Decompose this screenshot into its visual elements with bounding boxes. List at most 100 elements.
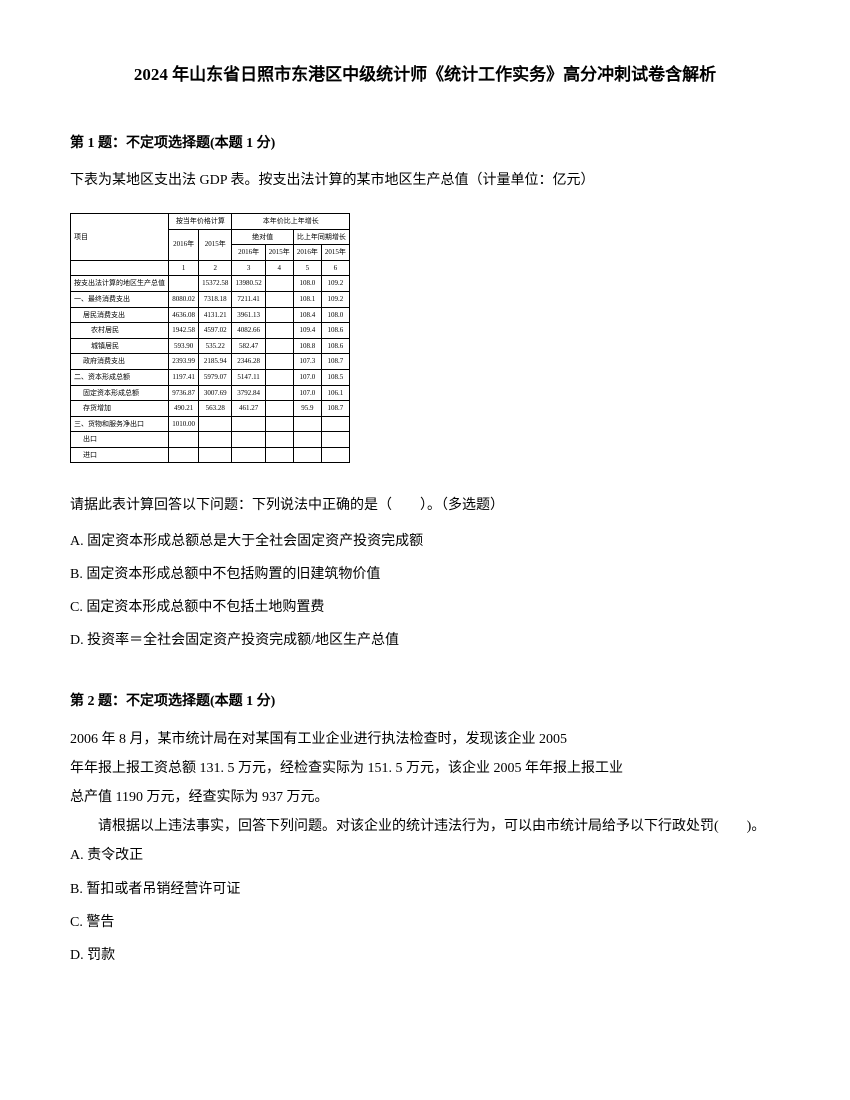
table-cell: 107.0 — [293, 369, 321, 385]
table-row: 二、资本形成总额1197.415979.075147.11107.0108.5 — [71, 369, 350, 385]
table-row: 三、货物和服务净出口1010.00 — [71, 416, 350, 432]
table-cell — [265, 447, 293, 463]
table-cell — [265, 369, 293, 385]
table-cell — [199, 416, 232, 432]
table-cell-label: 居民消费支出 — [71, 307, 169, 323]
table-cell — [321, 447, 349, 463]
table-num-4: 4 — [265, 260, 293, 276]
table-cell: 13980.52 — [232, 276, 265, 292]
table-row: 政府消费支出2393.992185.942346.28107.3108.7 — [71, 354, 350, 370]
table-cell-label: 农村居民 — [71, 323, 169, 339]
table-cell: 106.1 — [321, 385, 349, 401]
table-cell-label: 二、资本形成总额 — [71, 369, 169, 385]
table-cell — [265, 323, 293, 339]
question-2: 第 2 题：不定项选择题(本题 1 分) 2006 年 8 月，某市统计局在对某… — [70, 689, 780, 968]
table-cell — [232, 416, 265, 432]
table-y2016-3: 2016年 — [293, 245, 321, 261]
table-cell: 563.28 — [199, 401, 232, 417]
table-cell — [169, 447, 199, 463]
table-cell: 107.0 — [293, 385, 321, 401]
table-row: 居民消费支出4636.084131.213961.13108.4108.0 — [71, 307, 350, 323]
table-cell: 108.8 — [293, 338, 321, 354]
table-cell — [265, 338, 293, 354]
table-cell: 109.2 — [321, 276, 349, 292]
table-cell — [293, 416, 321, 432]
table-cell: 3792.84 — [232, 385, 265, 401]
q1-option-c: C. 固定资本形成总额中不包括土地购置费 — [70, 595, 780, 620]
q2-option-b: B. 暂扣或者吊销经营许可证 — [70, 877, 780, 902]
table-year-2015: 2015年 — [199, 229, 232, 260]
table-cell-label: 一、最终消费支出 — [71, 291, 169, 307]
table-cell-label: 固定资本形成总额 — [71, 385, 169, 401]
q2-p3: 总产值 1190 万元，经查实际为 937 万元。 — [70, 785, 780, 810]
table-num-5: 5 — [293, 260, 321, 276]
page-title: 2024 年山东省日照市东港区中级统计师《统计工作实务》高分冲刺试卷含解析 — [70, 60, 780, 91]
table-cell — [199, 432, 232, 448]
table-cell: 7318.18 — [199, 291, 232, 307]
table-cell: 2393.99 — [169, 354, 199, 370]
table-cell: 1010.00 — [169, 416, 199, 432]
table-cell: 7211.41 — [232, 291, 265, 307]
table-cell: 15372.58 — [199, 276, 232, 292]
question-1: 第 1 题：不定项选择题(本题 1 分) 下表为某地区支出法 GDP 表。按支出… — [70, 131, 780, 654]
table-cell: 8080.02 — [169, 291, 199, 307]
table-y2016-2: 2016年 — [232, 245, 265, 261]
table-row: 进口 — [71, 447, 350, 463]
table-cell-label: 政府消费支出 — [71, 354, 169, 370]
table-cell-label: 按支出法计算的地区生产总值 — [71, 276, 169, 292]
table-cell: 3007.69 — [199, 385, 232, 401]
table-row: 农村居民1942.584597.024082.66109.4108.6 — [71, 323, 350, 339]
table-cell: 490.21 — [169, 401, 199, 417]
table-cell — [265, 354, 293, 370]
table-cell: 9736.87 — [169, 385, 199, 401]
q2-p2: 年年报上报工资总额 131. 5 万元，经检查实际为 151. 5 万元，该企业… — [70, 756, 780, 781]
q1-header: 第 1 题：不定项选择题(本题 1 分) — [70, 131, 780, 156]
q1-intro: 下表为某地区支出法 GDP 表。按支出法计算的某市地区生产总值（计量单位：亿元） — [70, 168, 780, 193]
q1-option-a: A. 固定资本形成总额总是大于全社会固定资产投资完成额 — [70, 529, 780, 554]
table-num-1: 1 — [169, 260, 199, 276]
table-row: 一、最终消费支出8080.027318.187211.41108.1109.2 — [71, 291, 350, 307]
table-y2015-3: 2015年 — [321, 245, 349, 261]
table-cell: 4082.66 — [232, 323, 265, 339]
table-cell: 109.2 — [321, 291, 349, 307]
table-cell-label: 出口 — [71, 432, 169, 448]
gdp-table: 项目 按当年价格计算 本年价比上年增长 2016年 2015年 绝对值 比上年同… — [70, 213, 350, 464]
table-cell: 108.4 — [293, 307, 321, 323]
q1-option-d: D. 投资率＝全社会固定资产投资完成额/地区生产总值 — [70, 628, 780, 653]
table-cell: 107.3 — [293, 354, 321, 370]
q2-header: 第 2 题：不定项选择题(本题 1 分) — [70, 689, 780, 714]
table-cell-label: 存货增加 — [71, 401, 169, 417]
table-cell: 95.9 — [293, 401, 321, 417]
table-cell — [321, 416, 349, 432]
q2-p1: 2006 年 8 月，某市统计局在对某国有工业企业进行执法检查时，发现该企业 2… — [70, 727, 780, 752]
table-cell — [265, 401, 293, 417]
table-cell — [321, 432, 349, 448]
table-cell: 4131.21 — [199, 307, 232, 323]
table-cell: 461.27 — [232, 401, 265, 417]
table-cell — [265, 307, 293, 323]
table-cell: 1197.41 — [169, 369, 199, 385]
table-cell: 108.0 — [321, 307, 349, 323]
table-cell-label: 城镇居民 — [71, 338, 169, 354]
table-cell — [265, 385, 293, 401]
table-cell: 535.22 — [199, 338, 232, 354]
table-num-label — [71, 260, 169, 276]
table-cell — [265, 291, 293, 307]
table-header-group1: 按当年价格计算 — [169, 213, 232, 229]
table-cell: 108.7 — [321, 401, 349, 417]
table-cell — [199, 447, 232, 463]
table-cell-label: 三、货物和服务净出口 — [71, 416, 169, 432]
q2-option-d: D. 罚款 — [70, 943, 780, 968]
table-header-group2: 本年价比上年增长 — [232, 213, 350, 229]
table-cell: 108.6 — [321, 338, 349, 354]
q1-option-b: B. 固定资本形成总额中不包括购置的旧建筑物价值 — [70, 562, 780, 587]
table-year-2016: 2016年 — [169, 229, 199, 260]
table-cell: 4597.02 — [199, 323, 232, 339]
table-cell — [293, 447, 321, 463]
table-cell: 108.5 — [321, 369, 349, 385]
table-cell: 4636.08 — [169, 307, 199, 323]
table-cell — [265, 432, 293, 448]
q2-option-c: C. 警告 — [70, 910, 780, 935]
table-sub-abs: 绝对值 — [232, 229, 293, 245]
table-num-3: 3 — [232, 260, 265, 276]
